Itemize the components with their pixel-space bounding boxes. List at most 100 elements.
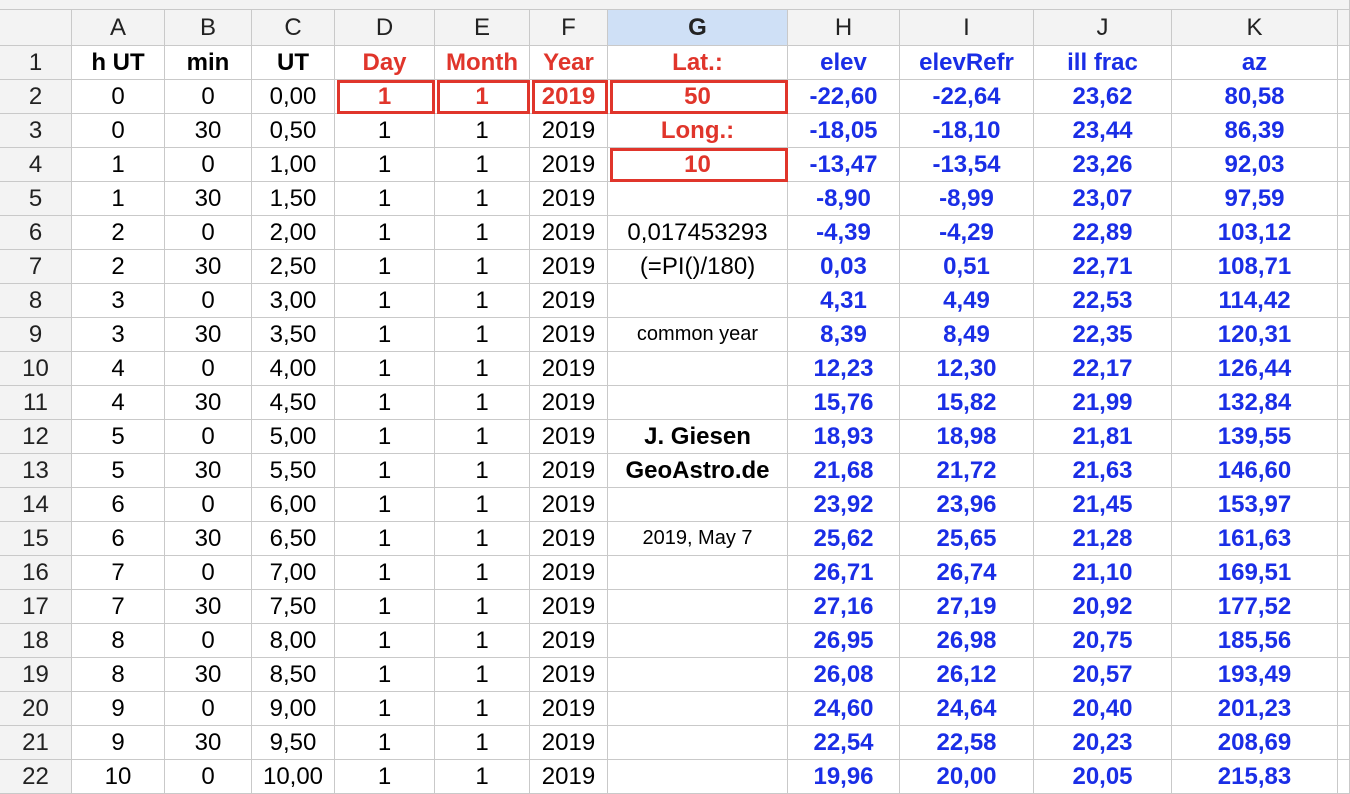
- cell[interactable]: 1: [435, 284, 530, 318]
- cell[interactable]: ill frac: [1034, 46, 1172, 80]
- cell[interactable]: 0: [72, 80, 165, 114]
- cell[interactable]: 1: [335, 386, 435, 420]
- cell[interactable]: 1: [335, 556, 435, 590]
- cell[interactable]: 30: [165, 522, 252, 556]
- cell[interactable]: UT: [252, 46, 335, 80]
- cell[interactable]: 18,98: [900, 420, 1034, 454]
- cell[interactable]: 1: [335, 284, 435, 318]
- cell[interactable]: Long.:: [608, 114, 788, 148]
- cell[interactable]: 20,05: [1034, 760, 1172, 794]
- cell[interactable]: 4,00: [252, 352, 335, 386]
- column-header[interactable]: B: [165, 10, 252, 46]
- cell[interactable]: 97,59: [1172, 182, 1338, 216]
- cell[interactable]: [608, 624, 788, 658]
- cell[interactable]: 7: [72, 556, 165, 590]
- cell[interactable]: 24,64: [900, 692, 1034, 726]
- cell[interactable]: 2019: [530, 80, 608, 114]
- cell[interactable]: 3,00: [252, 284, 335, 318]
- column-header[interactable]: G: [608, 10, 788, 46]
- column-header[interactable]: H: [788, 10, 900, 46]
- cell[interactable]: 108,71: [1172, 250, 1338, 284]
- cell[interactable]: 1: [435, 726, 530, 760]
- cell[interactable]: 7,00: [252, 556, 335, 590]
- cell[interactable]: 25,65: [900, 522, 1034, 556]
- row-header[interactable]: 16: [0, 556, 72, 590]
- cell[interactable]: [608, 352, 788, 386]
- cell[interactable]: 92,03: [1172, 148, 1338, 182]
- cell[interactable]: 20,23: [1034, 726, 1172, 760]
- cell[interactable]: 139,55: [1172, 420, 1338, 454]
- row-header[interactable]: 7: [0, 250, 72, 284]
- cell[interactable]: 1: [335, 692, 435, 726]
- cell[interactable]: common year: [608, 318, 788, 352]
- cell[interactable]: 2019: [530, 760, 608, 794]
- cell[interactable]: 126,44: [1172, 352, 1338, 386]
- cell[interactable]: 30: [165, 182, 252, 216]
- cell[interactable]: 21,81: [1034, 420, 1172, 454]
- cell[interactable]: 0,51: [900, 250, 1034, 284]
- cell[interactable]: 26,95: [788, 624, 900, 658]
- cell[interactable]: 24,60: [788, 692, 900, 726]
- cell[interactable]: 1: [72, 148, 165, 182]
- cell[interactable]: 2019: [530, 386, 608, 420]
- cell[interactable]: 21,63: [1034, 454, 1172, 488]
- cell[interactable]: [608, 556, 788, 590]
- cell[interactable]: 2019, May 7: [608, 522, 788, 556]
- cell[interactable]: 21,45: [1034, 488, 1172, 522]
- cell[interactable]: 30: [165, 114, 252, 148]
- cell[interactable]: 30: [165, 386, 252, 420]
- cell[interactable]: 193,49: [1172, 658, 1338, 692]
- cell[interactable]: 21,10: [1034, 556, 1172, 590]
- cell[interactable]: 2019: [530, 352, 608, 386]
- cell[interactable]: Day: [335, 46, 435, 80]
- cell[interactable]: 27,19: [900, 590, 1034, 624]
- cell[interactable]: 9,00: [252, 692, 335, 726]
- cell[interactable]: 30: [165, 454, 252, 488]
- cell[interactable]: 26,12: [900, 658, 1034, 692]
- cell[interactable]: 6: [72, 488, 165, 522]
- row-header[interactable]: 18: [0, 624, 72, 658]
- cell[interactable]: 2019: [530, 726, 608, 760]
- cell[interactable]: 0: [165, 760, 252, 794]
- cell[interactable]: 1: [435, 216, 530, 250]
- cell[interactable]: 22,35: [1034, 318, 1172, 352]
- cell[interactable]: 2019: [530, 250, 608, 284]
- cell[interactable]: 2: [72, 216, 165, 250]
- row-header[interactable]: 13: [0, 454, 72, 488]
- cell[interactable]: 2019: [530, 624, 608, 658]
- cell[interactable]: 1: [435, 522, 530, 556]
- column-header[interactable]: F: [530, 10, 608, 46]
- cell[interactable]: 30: [165, 726, 252, 760]
- cell[interactable]: 2019: [530, 692, 608, 726]
- cell[interactable]: 185,56: [1172, 624, 1338, 658]
- cell[interactable]: 2019: [530, 556, 608, 590]
- cell[interactable]: 2: [72, 250, 165, 284]
- cell[interactable]: 132,84: [1172, 386, 1338, 420]
- cell[interactable]: min: [165, 46, 252, 80]
- cell[interactable]: 0: [165, 216, 252, 250]
- row-header[interactable]: 9: [0, 318, 72, 352]
- cell[interactable]: GeoAstro.de: [608, 454, 788, 488]
- cell[interactable]: 1: [335, 182, 435, 216]
- cell[interactable]: 208,69: [1172, 726, 1338, 760]
- cell[interactable]: h UT: [72, 46, 165, 80]
- cell[interactable]: 8,00: [252, 624, 335, 658]
- cell[interactable]: 23,92: [788, 488, 900, 522]
- cell[interactable]: 20,00: [900, 760, 1034, 794]
- row-header[interactable]: 6: [0, 216, 72, 250]
- cell[interactable]: 23,26: [1034, 148, 1172, 182]
- cell[interactable]: 0: [165, 284, 252, 318]
- cell[interactable]: -13,54: [900, 148, 1034, 182]
- cell[interactable]: 26,98: [900, 624, 1034, 658]
- row-header[interactable]: 11: [0, 386, 72, 420]
- cell[interactable]: -8,90: [788, 182, 900, 216]
- cell[interactable]: 0: [165, 692, 252, 726]
- cell[interactable]: 2019: [530, 658, 608, 692]
- cell[interactable]: 23,62: [1034, 80, 1172, 114]
- cell[interactable]: 146,60: [1172, 454, 1338, 488]
- cell[interactable]: 5,50: [252, 454, 335, 488]
- cell[interactable]: 1: [435, 488, 530, 522]
- cell[interactable]: elev: [788, 46, 900, 80]
- row-header[interactable]: 14: [0, 488, 72, 522]
- cell[interactable]: 20,57: [1034, 658, 1172, 692]
